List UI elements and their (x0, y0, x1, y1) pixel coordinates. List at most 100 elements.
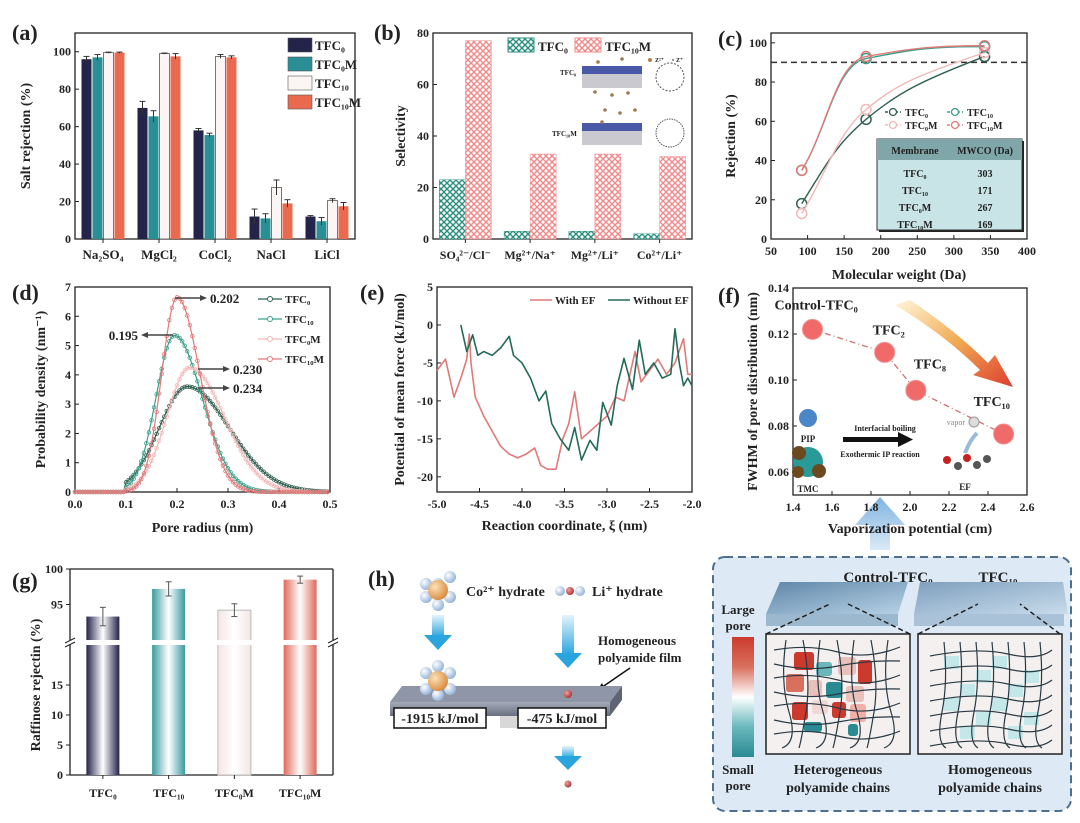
pore-cell (850, 704, 866, 722)
up-arrow-icon (855, 497, 905, 550)
data-point-0 (281, 482, 287, 487)
data-point-2 (905, 379, 927, 401)
y-tick-label: -15 (417, 432, 433, 446)
x-tick-label: 2.4 (981, 500, 996, 514)
data-point-3 (103, 489, 108, 495)
data-point-3 (133, 484, 139, 489)
point-label: TFC₂ (873, 323, 905, 338)
data-point-3 (860, 50, 872, 63)
data-point-3 (297, 489, 302, 495)
data-point-3 (320, 489, 325, 495)
x-category-label: TFC₁₀ (153, 786, 185, 800)
x-category-label: Na₂SO₄ (82, 247, 123, 262)
ef-atom (983, 455, 991, 463)
y-axis-label: Potential of mean force (kJ/mol) (393, 293, 408, 486)
legend-marker (267, 356, 273, 362)
table-cell: TFC₁₀ (902, 186, 928, 197)
data-point-1 (230, 473, 236, 478)
data-point-3 (121, 489, 126, 495)
peak-annotation: 0.195 (109, 328, 139, 343)
bar-2 (217, 609, 252, 776)
data-point-3 (795, 164, 808, 177)
ion-dot (603, 108, 607, 112)
axis-break-mark (327, 637, 339, 644)
bar-0-0 (81, 59, 92, 239)
data-point-3 (105, 489, 111, 495)
polymer-chain (781, 639, 793, 749)
data-point-2 (169, 397, 175, 403)
ion-dot (633, 108, 637, 112)
data-point-2 (210, 390, 215, 395)
data-point-1 (235, 479, 241, 484)
y-tick-label: -10 (417, 394, 433, 408)
polymer-chain (773, 688, 901, 698)
pore-cell (832, 702, 846, 718)
trend-line (812, 328, 1004, 435)
data-point-3 (315, 489, 320, 495)
data-point-3 (144, 463, 149, 468)
pore-cell (1008, 684, 1023, 697)
heterogeneous-network (773, 639, 901, 749)
energy-box-li (517, 707, 607, 729)
y-tick-label: 0.10 (768, 373, 789, 387)
data-point-1 (220, 456, 226, 461)
data-point-0 (126, 477, 131, 483)
bar-1-1 (529, 153, 557, 240)
polymer-chain (1019, 641, 1027, 749)
data-point-3 (292, 489, 297, 495)
data-point-3 (197, 371, 203, 377)
pore-cell (1008, 726, 1023, 739)
co-hydrate-label: Co²⁺ hydrate (466, 585, 545, 600)
data-point-0 (246, 453, 251, 458)
polymer-chain (971, 641, 979, 749)
tfc10-membrane-surface (914, 582, 1068, 614)
reaction-label: Exothermic IP reaction (840, 450, 920, 459)
li-ion-on-film-icon (564, 690, 572, 698)
data-point-0 (159, 420, 164, 425)
data-point-3 (172, 297, 177, 303)
x-category-label: MgCl₂ (141, 247, 177, 262)
pip-molecule-icon (799, 409, 817, 427)
data-point-0 (256, 464, 261, 470)
data-point-1 (192, 370, 198, 376)
axis-break-gap (64, 640, 339, 645)
y-tick-label: 100 (749, 36, 767, 50)
data-point-3 (123, 489, 129, 494)
data-point-0 (174, 391, 180, 396)
data-point-3 (309, 489, 315, 495)
data-point-3 (95, 489, 101, 495)
y-axis-label: FWHM of pore distribution (nm) (746, 292, 761, 491)
polymer-chain (773, 660, 901, 670)
data-point-2 (233, 438, 238, 444)
data-point-0 (279, 481, 284, 486)
polymer-chain (929, 739, 1053, 748)
x-tick-label: 0.4 (272, 497, 287, 511)
bar-0-3 (114, 52, 125, 239)
ion-dot (593, 90, 597, 94)
data-point-2 (253, 470, 259, 475)
data-point-2 (190, 365, 195, 371)
data-point-1 (131, 476, 136, 481)
data-point-2 (241, 452, 246, 458)
data-point-3 (169, 305, 175, 310)
x-tick-label: 250 (908, 244, 926, 258)
data-point-3 (266, 489, 271, 495)
data-point-0 (210, 402, 215, 407)
bar-1-0 (503, 231, 531, 240)
data-point-3 (151, 426, 157, 431)
x-tick-label: -3.5 (555, 497, 574, 511)
table-cell: TFC₀ (904, 169, 927, 180)
data-point-3 (182, 305, 187, 310)
data-point-0 (248, 456, 254, 461)
series-line-1 (460, 324, 693, 461)
x-tick-label: 200 (872, 244, 890, 258)
data-point-3 (302, 489, 307, 495)
x-tick-label: -2.0 (683, 497, 702, 511)
pore-zoom-circle (655, 118, 685, 148)
ion-z1-icon (671, 58, 675, 62)
legend-label: TFC₀M (285, 334, 321, 346)
data-point-3 (184, 313, 190, 318)
legend-label: TFC₁₀ (315, 76, 349, 91)
annotation-arrowhead (141, 332, 148, 338)
y-tick-label: 80 (417, 26, 429, 40)
